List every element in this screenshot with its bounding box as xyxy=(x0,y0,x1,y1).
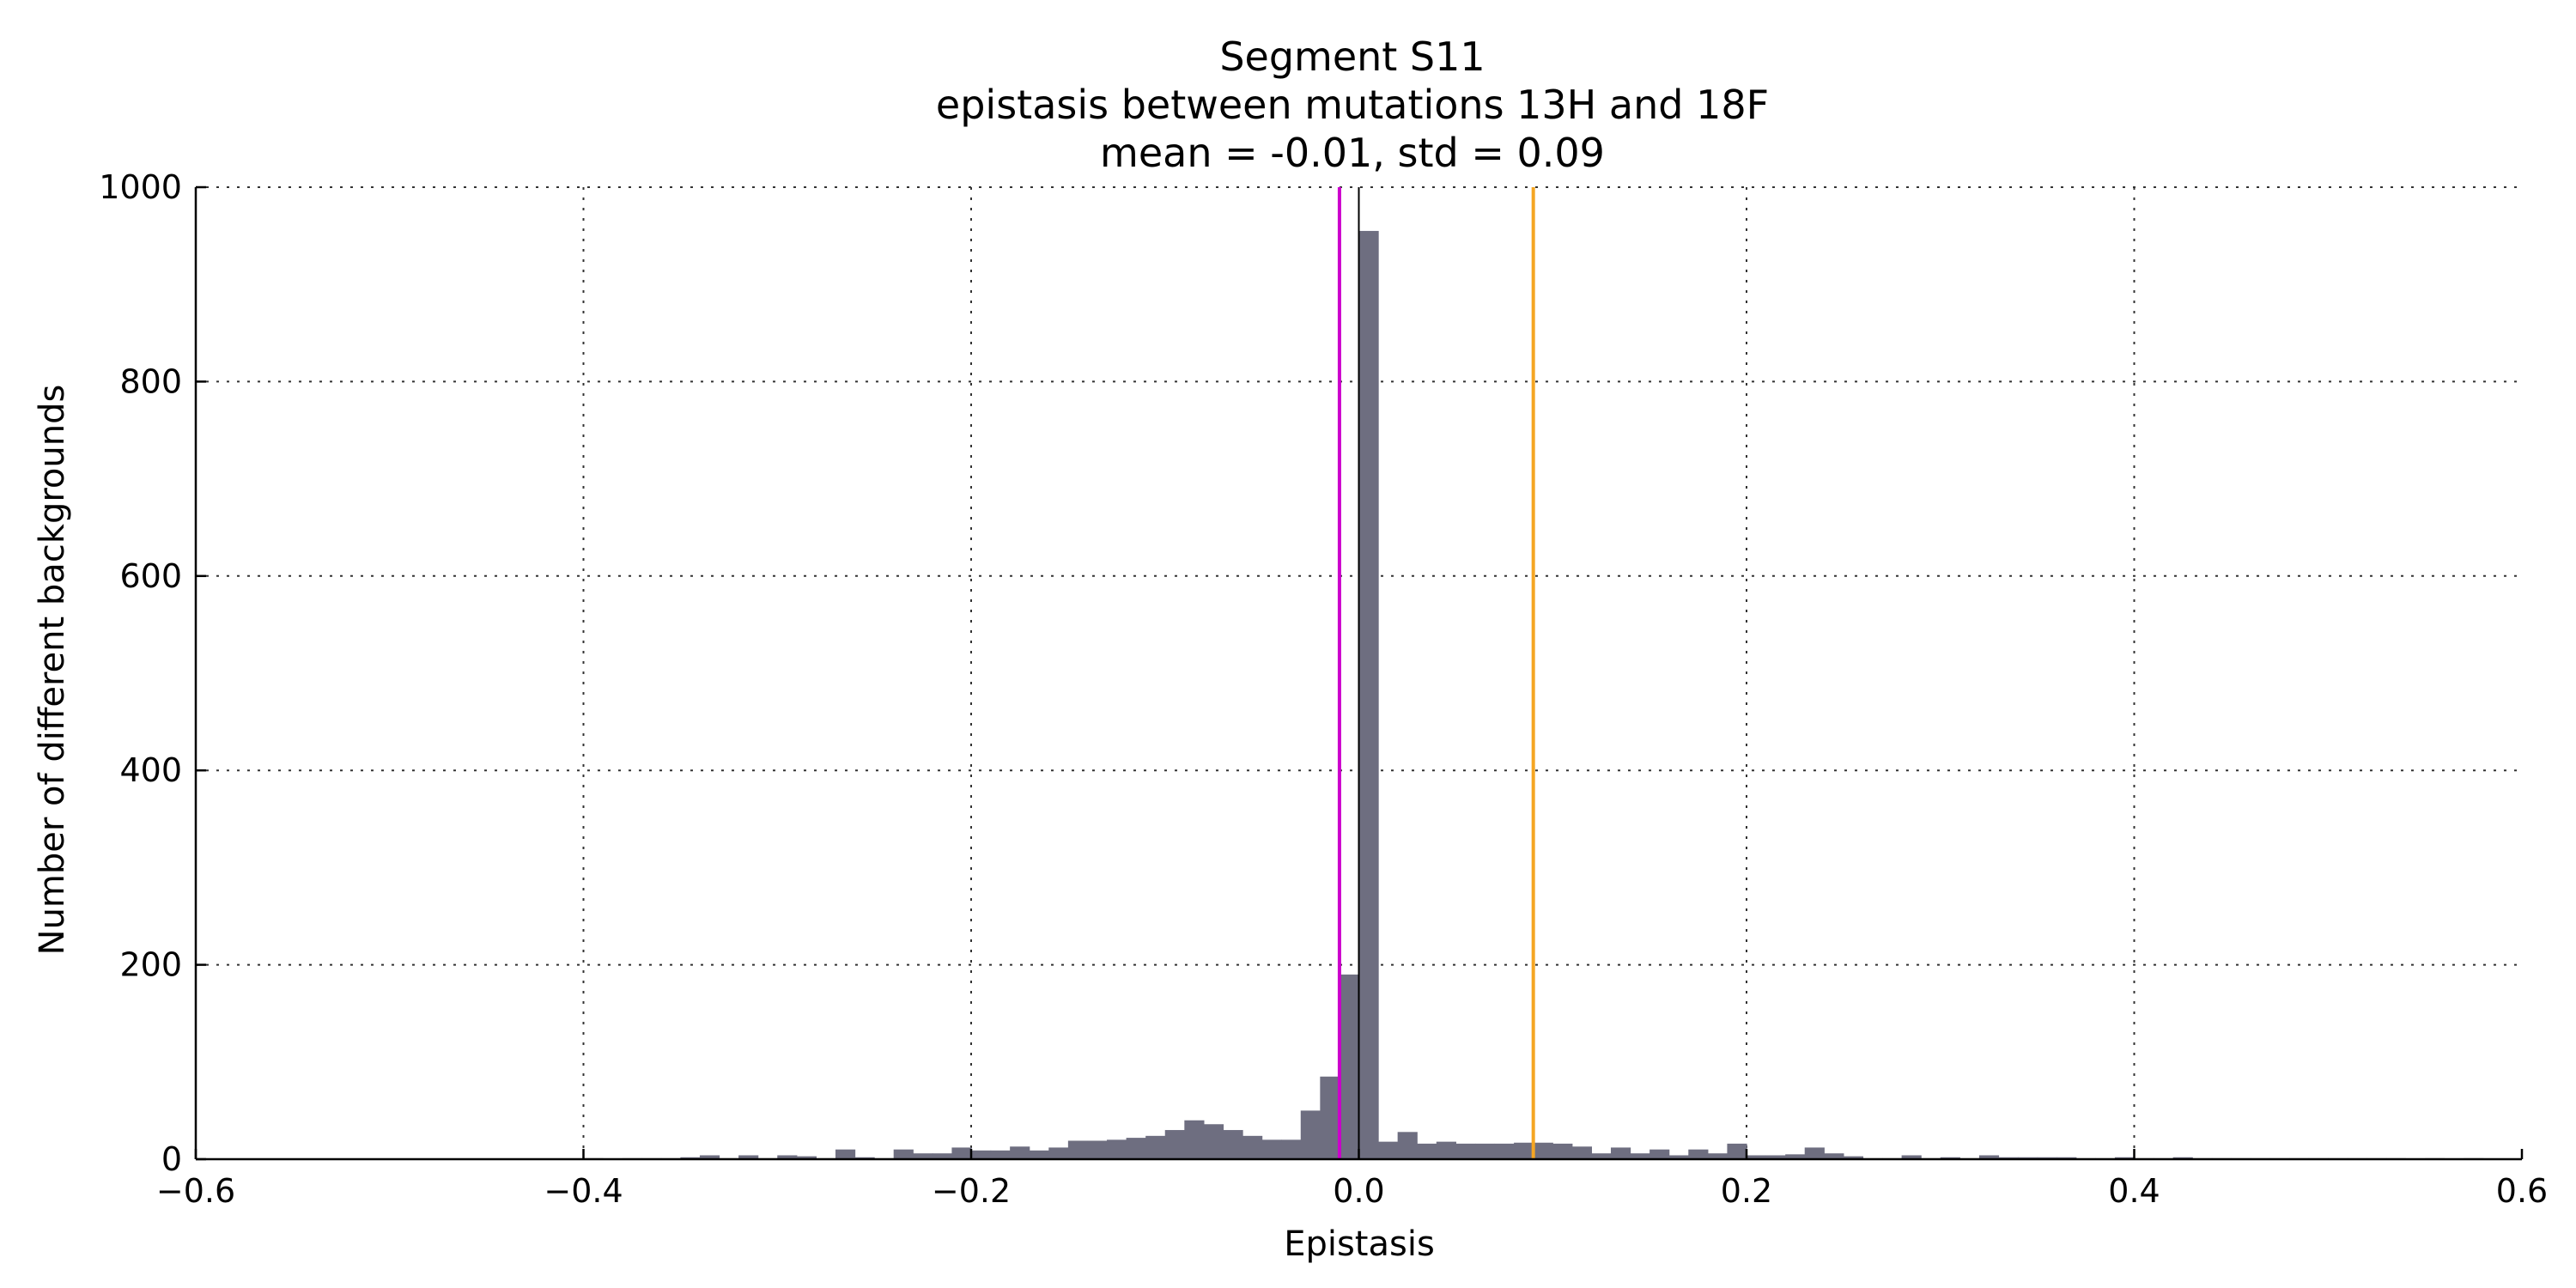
histogram-bar xyxy=(1747,1155,1767,1159)
histogram-bar xyxy=(1804,1147,1825,1159)
histogram-bar xyxy=(951,1147,972,1159)
histogram-bar xyxy=(1533,1142,1553,1159)
histogram-bar xyxy=(1261,1139,1282,1159)
y-tick-label: 200 xyxy=(119,946,182,984)
histogram-bar xyxy=(1727,1143,1747,1159)
histogram-bar xyxy=(1203,1124,1224,1159)
histogram-bar xyxy=(1184,1120,1205,1159)
histogram-bar xyxy=(1571,1146,1592,1159)
histogram-bar xyxy=(1164,1130,1185,1159)
histogram-bar xyxy=(1048,1147,1069,1159)
histogram-bar xyxy=(777,1155,798,1159)
y-tick-label: 1000 xyxy=(99,168,182,206)
x-axis-label: Epistasis xyxy=(1284,1224,1435,1264)
y-tick-label: 400 xyxy=(119,751,182,789)
histogram-bar xyxy=(1514,1142,1534,1159)
histogram-bar xyxy=(893,1149,914,1159)
histogram-bar xyxy=(1455,1143,1476,1159)
histogram-bar xyxy=(1785,1154,1806,1159)
histogram-bar xyxy=(913,1153,933,1159)
histogram-bar xyxy=(1610,1147,1631,1159)
x-tick-label: 0.2 xyxy=(1721,1172,1772,1210)
histogram-bar xyxy=(1668,1155,1689,1159)
histogram-bar xyxy=(1339,974,1360,1159)
histogram-bar xyxy=(1824,1153,1844,1159)
title-line-2: epistasis between mutations 13H and 18F xyxy=(936,82,1769,128)
histogram-bar xyxy=(1397,1132,1418,1159)
y-axis-ticks: 0 200 400 600 800 1000 xyxy=(99,168,206,1178)
histogram-bar xyxy=(1378,1141,1399,1159)
histogram-bar xyxy=(1901,1155,1922,1159)
histogram-bar xyxy=(1417,1143,1437,1159)
histogram-bar xyxy=(1242,1135,1263,1159)
histogram-bar xyxy=(1087,1140,1108,1159)
histogram-bar xyxy=(1436,1141,1456,1159)
histogram-bar xyxy=(1552,1143,1573,1159)
histogram-bar xyxy=(1145,1135,1166,1159)
histogram-bar xyxy=(971,1150,992,1159)
histogram-bar xyxy=(738,1155,759,1159)
x-tick-label: −0.6 xyxy=(156,1172,235,1210)
histogram-bar xyxy=(1591,1153,1612,1159)
histogram-bar xyxy=(796,1156,817,1159)
histogram-bar xyxy=(1223,1130,1243,1159)
histogram-bar xyxy=(1707,1153,1728,1159)
histogram-bar xyxy=(1843,1156,1864,1159)
histogram-bar xyxy=(1010,1146,1030,1159)
histogram-bar xyxy=(932,1153,953,1159)
histogram-bar xyxy=(1067,1140,1089,1159)
histogram-bar xyxy=(990,1150,1011,1159)
reference-lines xyxy=(1337,187,1535,1159)
histogram-bar xyxy=(1688,1149,1709,1159)
histogram-bar xyxy=(1494,1143,1515,1159)
histogram-bar xyxy=(1649,1149,1670,1159)
y-tick-label: 600 xyxy=(119,557,182,595)
title-line-1: Segment S11 xyxy=(1219,33,1485,80)
histogram-bar xyxy=(699,1155,720,1159)
histogram-bar xyxy=(1358,230,1379,1160)
histogram-bar xyxy=(1978,1155,2000,1159)
y-tick-label: 800 xyxy=(119,362,182,400)
x-axis-ticks: −0.6 −0.4 −0.2 0.0 0.2 0.4 0.6 xyxy=(156,1149,2548,1210)
histogram-bar xyxy=(1107,1139,1127,1159)
y-axis-label: Number of different backgrounds xyxy=(33,385,72,956)
histogram-bar xyxy=(1765,1155,1786,1159)
histogram-bar xyxy=(1126,1138,1146,1159)
chart-title: Segment S11 epistasis between mutations … xyxy=(936,33,1769,176)
y-tick-label: 0 xyxy=(161,1140,182,1178)
histogram-bar xyxy=(1281,1139,1302,1159)
histogram-bar xyxy=(1320,1076,1340,1159)
x-tick-label: −0.4 xyxy=(544,1172,623,1210)
histogram-bar xyxy=(1300,1110,1321,1159)
histogram-bar xyxy=(1029,1150,1049,1159)
title-line-3: mean = -0.01, std = 0.09 xyxy=(1100,130,1605,176)
x-tick-label: −0.2 xyxy=(932,1172,1011,1210)
histogram-bar xyxy=(835,1149,856,1159)
x-tick-label: 0.0 xyxy=(1333,1172,1384,1210)
histogram-bar xyxy=(1474,1143,1496,1159)
x-tick-label: 0.4 xyxy=(2108,1172,2160,1210)
x-tick-label: 0.6 xyxy=(2496,1172,2548,1210)
histogram-bar xyxy=(1630,1153,1650,1159)
